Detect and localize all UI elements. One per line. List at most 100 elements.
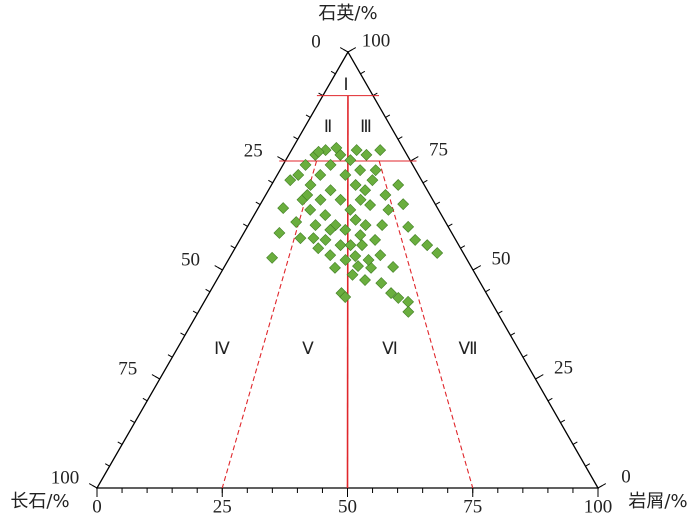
region-label: Ⅶ (458, 339, 477, 358)
tick (410, 156, 419, 162)
data-point (324, 184, 337, 197)
data-point (344, 203, 357, 216)
data-point (366, 174, 379, 187)
data-point (409, 233, 422, 246)
minor-tick (522, 354, 528, 358)
tick-label: 75 (429, 139, 448, 160)
minor-tick (572, 441, 578, 445)
minor-tick (585, 463, 591, 467)
tick-label: 50 (492, 248, 511, 269)
minor-tick (485, 288, 491, 293)
tick (597, 483, 607, 489)
data-point (356, 239, 368, 252)
data-point (329, 261, 341, 274)
minor-tick (447, 223, 453, 227)
data-point (284, 174, 297, 187)
minor-tick (192, 310, 198, 315)
data-point (421, 239, 434, 252)
tick-label: 75 (463, 496, 482, 517)
tick-label: 75 (118, 358, 137, 379)
data-point (339, 223, 352, 236)
data-point (292, 169, 305, 181)
region-label: Ⅳ (214, 339, 230, 358)
data-point (307, 232, 320, 245)
data-point (309, 219, 322, 232)
tick (339, 47, 349, 53)
minor-tick (205, 288, 211, 293)
data-point (304, 179, 317, 191)
minor-tick (180, 332, 186, 336)
tick-label: 0 (311, 31, 321, 52)
tick-label: 100 (362, 30, 391, 51)
data-point (354, 164, 367, 177)
minor-tick (104, 463, 110, 467)
tick-label: 25 (554, 357, 573, 378)
data-point (277, 202, 290, 215)
minor-tick (293, 136, 299, 140)
minor-tick (422, 179, 428, 184)
data-point (359, 219, 372, 232)
axis-title-right: 岩屑/% (628, 491, 687, 512)
minor-tick (142, 397, 148, 402)
data-point (350, 144, 363, 157)
tick (88, 483, 98, 489)
data-point (364, 199, 377, 211)
data-point (349, 179, 362, 191)
data-point (431, 247, 444, 259)
tick (535, 374, 544, 380)
minor-tick (560, 419, 566, 424)
minor-tick (385, 114, 391, 118)
minor-tick (397, 136, 403, 140)
minor-tick (255, 201, 261, 206)
data-point (294, 232, 307, 245)
data-point (339, 291, 352, 303)
data-point (369, 233, 382, 246)
data-point (299, 158, 312, 171)
data-point (304, 203, 317, 216)
data-point (402, 220, 415, 233)
data-point (314, 193, 327, 206)
data-point (312, 242, 325, 255)
data-point (375, 277, 388, 290)
tick (151, 374, 160, 380)
data-point (387, 261, 400, 273)
tick-label: 50 (338, 496, 357, 517)
data-point (301, 189, 314, 201)
boundary-line (221, 160, 318, 489)
data-point (319, 233, 332, 246)
data-point (385, 287, 397, 300)
minor-tick (130, 419, 135, 424)
data-point (324, 158, 337, 171)
minor-tick (435, 201, 441, 206)
region-label: Ⅲ (360, 117, 372, 136)
minor-tick (360, 70, 366, 75)
data-point (344, 239, 357, 252)
tick (214, 265, 223, 271)
data-point (349, 250, 362, 262)
axis-title-left: 长石/% (10, 491, 69, 512)
data-point (397, 198, 410, 211)
minor-tick (167, 354, 173, 358)
data-point (392, 291, 405, 304)
minor-tick (547, 397, 553, 402)
tick-label: 25 (213, 496, 232, 517)
data-point (339, 169, 352, 181)
tick-label: 0 (621, 466, 631, 487)
tick-label: 50 (181, 249, 200, 270)
data-point (324, 223, 337, 236)
data-point (402, 305, 415, 318)
data-point (334, 193, 347, 206)
data-point (319, 209, 332, 221)
data-point (369, 164, 382, 177)
data-point (273, 227, 286, 239)
data-point (344, 154, 357, 167)
minor-tick (117, 441, 123, 445)
tick (472, 265, 482, 271)
region-label: Ⅰ (343, 75, 348, 94)
minor-tick (230, 245, 236, 249)
data-point (334, 239, 347, 252)
minor-tick (305, 114, 311, 118)
minor-tick (268, 179, 273, 184)
minor-tick (243, 223, 248, 227)
data-point (314, 169, 327, 181)
